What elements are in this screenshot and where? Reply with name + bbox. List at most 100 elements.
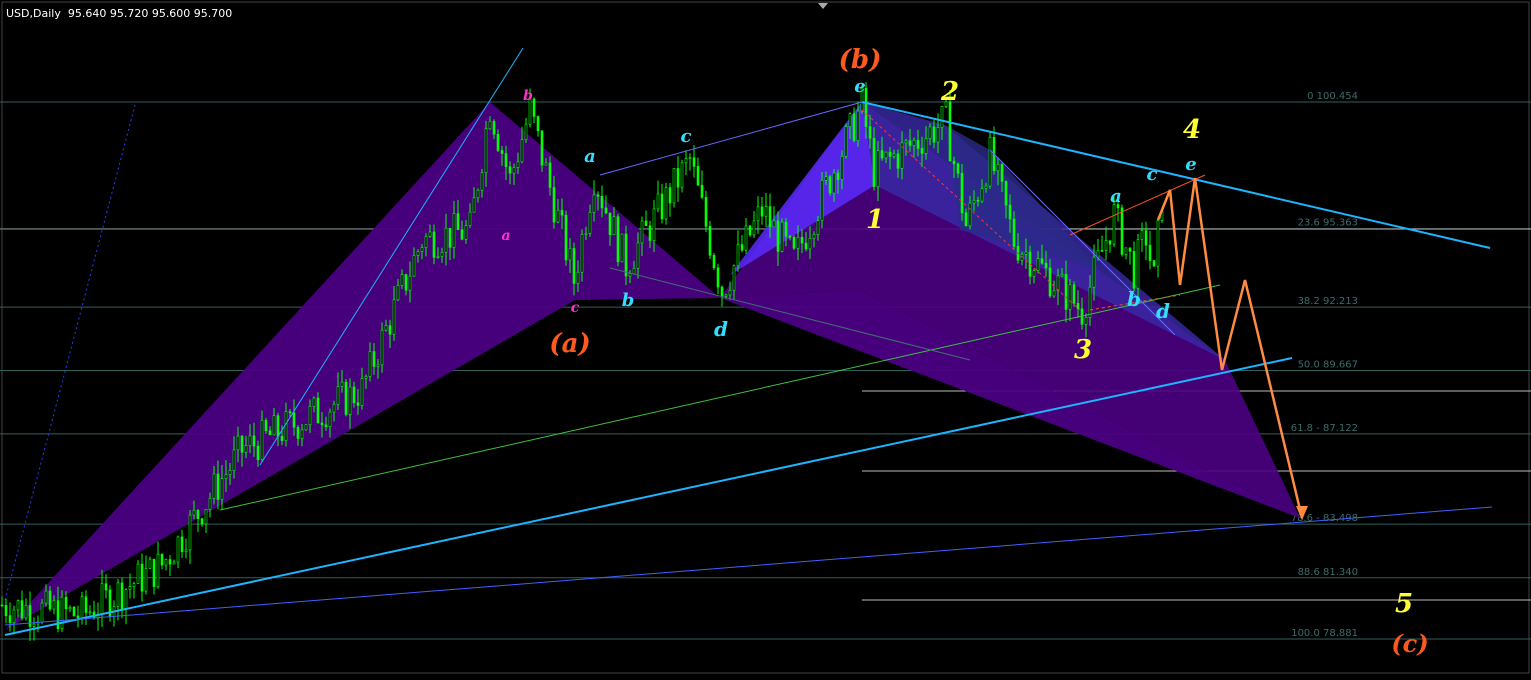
candle-body xyxy=(976,200,980,202)
candle-body xyxy=(800,237,804,244)
candle-body xyxy=(360,378,364,406)
wave-label-major: (b) xyxy=(839,45,882,75)
candle-body xyxy=(424,236,428,248)
candle-body xyxy=(40,602,44,623)
wave-label-impulse: 2 xyxy=(940,77,959,107)
candle-body xyxy=(944,101,948,107)
candle-body xyxy=(492,121,496,135)
candle-body xyxy=(1096,250,1100,258)
candle-body xyxy=(588,212,592,234)
candle-body xyxy=(1000,164,1004,182)
candle-body xyxy=(208,497,212,510)
candle-body xyxy=(368,351,372,377)
candle-body xyxy=(752,220,756,236)
candle-body xyxy=(460,229,464,240)
candle-body xyxy=(772,220,776,228)
fib-level-label: 100.0 78.881 xyxy=(1291,628,1358,639)
wave-label-sub-b: b xyxy=(622,290,635,311)
candle-body xyxy=(832,172,836,194)
candle-body xyxy=(416,251,420,256)
candle-body xyxy=(1024,251,1028,255)
candle-body xyxy=(936,127,940,143)
candle-body xyxy=(48,590,52,610)
wave-label-sub-a: b xyxy=(523,88,533,104)
candle-body xyxy=(376,364,380,367)
candle-body xyxy=(824,176,828,181)
candle-body xyxy=(204,509,208,525)
candle-body xyxy=(808,237,812,250)
candle-body xyxy=(456,213,460,231)
wave-label-sub-4: a xyxy=(1110,186,1122,207)
candle-body xyxy=(420,247,424,252)
candle-body xyxy=(1032,270,1036,277)
candle-body xyxy=(64,596,68,610)
candle-body xyxy=(704,197,708,227)
candle-body xyxy=(688,157,692,159)
candle-body xyxy=(44,590,48,604)
purple-zone-b xyxy=(720,102,1300,518)
candle-body xyxy=(996,164,1000,171)
candle-body xyxy=(32,623,36,627)
wave-label-sub-b: e xyxy=(854,76,865,97)
channel-b-bottom xyxy=(609,267,971,361)
scroll-marker-icon[interactable] xyxy=(818,3,828,9)
candle-body xyxy=(216,473,220,500)
candle-body xyxy=(240,435,244,453)
candle-body xyxy=(436,256,440,258)
candles xyxy=(0,82,1164,641)
candle-body xyxy=(684,158,688,164)
candle-body xyxy=(744,225,748,251)
fib-level-label: 61.8 - 87.122 xyxy=(1291,423,1358,434)
candle-body xyxy=(188,514,192,551)
blue-zone-1 xyxy=(730,102,875,275)
candle-body xyxy=(796,237,800,249)
candle-body xyxy=(336,386,340,405)
wave-label-sub-b: d xyxy=(714,317,728,341)
candle-body xyxy=(256,445,260,461)
candle-body xyxy=(828,176,832,194)
candle-body xyxy=(852,113,856,141)
candle-body xyxy=(544,162,548,166)
candle-body xyxy=(568,248,572,261)
candle-body xyxy=(816,220,820,235)
candle-body xyxy=(632,267,636,275)
wave-label-sub-4: d xyxy=(1156,299,1170,323)
candle-body xyxy=(316,397,320,424)
candle-body xyxy=(1100,250,1104,252)
candle-body xyxy=(664,187,668,220)
candle-body xyxy=(128,586,132,591)
candle-body xyxy=(372,351,376,367)
candle-body xyxy=(408,275,412,291)
candle-body xyxy=(320,422,324,426)
candle-body xyxy=(620,233,624,263)
candle-body xyxy=(88,611,92,614)
candle-body xyxy=(884,151,888,159)
candle-body xyxy=(1028,251,1032,277)
candle-body xyxy=(880,150,884,159)
candle-body xyxy=(140,563,144,592)
candle-body xyxy=(640,220,644,244)
candle-body xyxy=(1120,207,1124,255)
candle-body xyxy=(148,558,152,569)
candle-body xyxy=(732,265,736,291)
candle-body xyxy=(400,274,404,286)
candle-body xyxy=(468,211,472,226)
candle-body xyxy=(876,150,880,187)
candle-body xyxy=(132,583,136,587)
candle-body xyxy=(932,126,936,143)
candle-body xyxy=(956,163,960,174)
candle-body xyxy=(836,172,840,180)
candle-body xyxy=(792,236,796,249)
candle-body xyxy=(660,193,664,220)
candle-body xyxy=(692,157,696,167)
candle-body xyxy=(480,172,484,191)
candle-body xyxy=(740,244,744,251)
candle-body xyxy=(708,225,712,256)
candle-body xyxy=(1116,204,1120,209)
candle-body xyxy=(1008,204,1012,220)
candle-body xyxy=(428,231,432,237)
candle-body xyxy=(104,583,108,591)
